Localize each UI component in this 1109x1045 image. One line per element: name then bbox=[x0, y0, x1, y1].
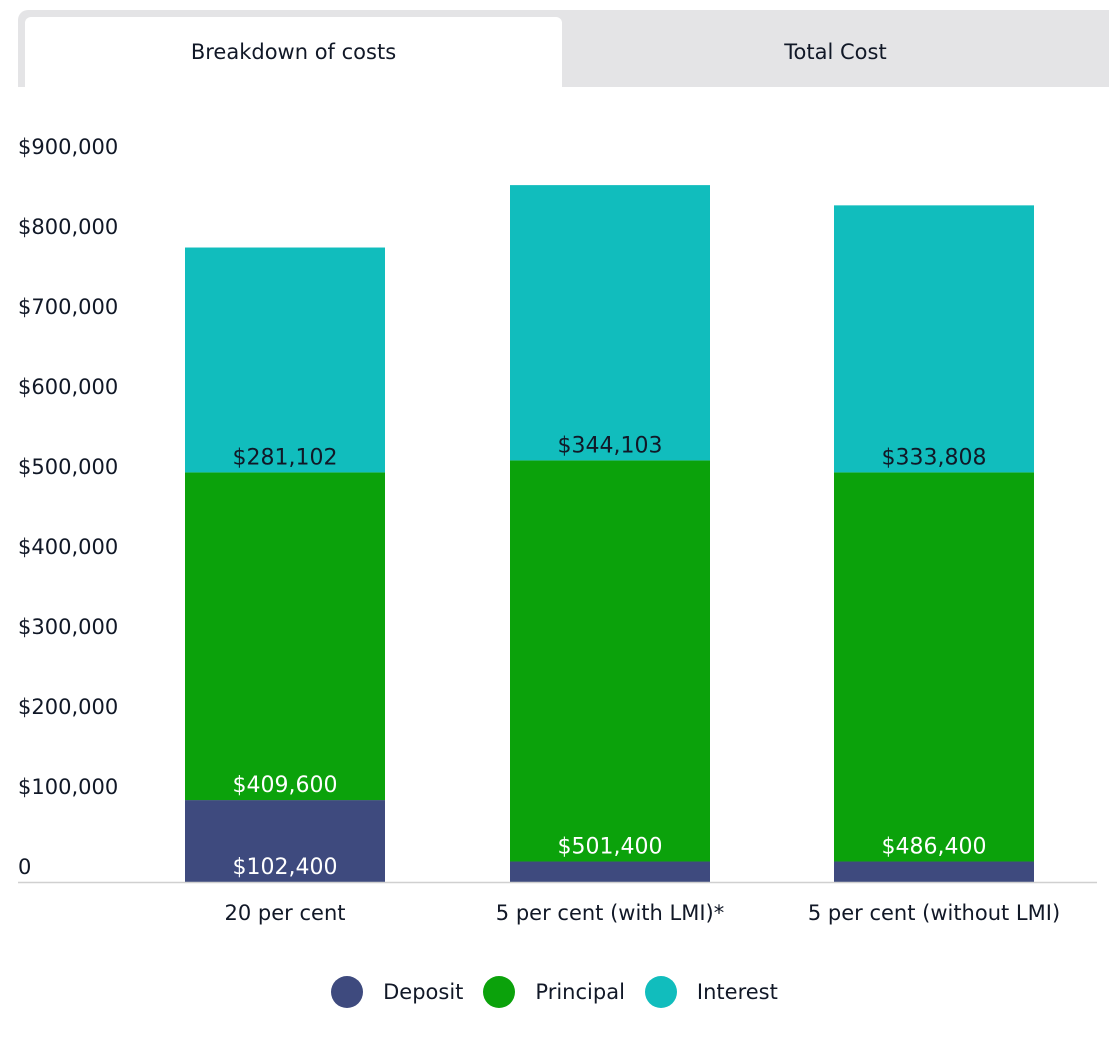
x-axis: 20 per cent 5 per cent (with LMI)* 5 per c… bbox=[225, 901, 1061, 925]
data-label-principal: $486,400 bbox=[882, 835, 987, 860]
legend-item-deposit[interactable]: Deposit bbox=[331, 976, 463, 1008]
y-tick-label: $900,000 bbox=[18, 135, 118, 159]
bar-segment-interest[interactable] bbox=[185, 247, 385, 473]
legend-item-principal[interactable]: Principal bbox=[483, 976, 625, 1008]
bar-segment-deposit[interactable] bbox=[510, 861, 710, 882]
y-tick-label: $100,000 bbox=[18, 775, 118, 799]
data-label-principal: $501,400 bbox=[558, 835, 663, 860]
bar-stack: $486,400 $333,808 bbox=[834, 205, 1034, 882]
stacked-bar-chart: 0 $100,000 $200,000 $300,000 $400,000 $500,00… bbox=[18, 135, 1097, 925]
x-tick-label: 5 per cent (without LMI) bbox=[808, 901, 1060, 925]
bar-segment-principal[interactable] bbox=[510, 460, 710, 862]
legend-principal-swatch-icon bbox=[483, 976, 516, 1008]
y-tick-label: $800,000 bbox=[18, 215, 118, 239]
y-tick-label: $200,000 bbox=[18, 695, 118, 719]
legend: Deposit Principal Interest bbox=[0, 976, 1109, 1008]
tab-bar: Breakdown of costs Total Cost bbox=[18, 10, 1109, 87]
tab-breakdown-of-costs[interactable]: Breakdown of costs bbox=[25, 17, 562, 87]
legend-label: Interest bbox=[696, 980, 778, 1004]
x-tick-label: 20 per cent bbox=[225, 901, 346, 925]
y-tick-label: 0 bbox=[18, 855, 31, 879]
y-axis: 0 $100,000 $200,000 $300,000 $400,000 $500,00… bbox=[18, 135, 118, 879]
data-label-interest: $281,102 bbox=[233, 445, 338, 470]
bars: $102,400 $409,600 $281,102 $501,400 $344,103… bbox=[185, 185, 1034, 882]
y-tick-label: $600,000 bbox=[18, 375, 118, 399]
data-label-deposit: $102,400 bbox=[233, 855, 338, 880]
legend-item-interest[interactable]: Interest bbox=[644, 976, 778, 1008]
bar-segment-interest[interactable] bbox=[510, 185, 710, 461]
legend-deposit-swatch-icon bbox=[331, 976, 364, 1008]
legend-label: Principal bbox=[535, 980, 625, 1004]
y-tick-label: $400,000 bbox=[18, 535, 118, 559]
bar-segment-principal[interactable] bbox=[185, 472, 385, 801]
bar-segment-principal[interactable] bbox=[834, 472, 1034, 862]
y-tick-label: $300,000 bbox=[18, 615, 118, 639]
bar-segment-deposit[interactable] bbox=[185, 800, 385, 882]
data-label-principal: $409,600 bbox=[233, 773, 338, 798]
bar-stack: $102,400 $409,600 $281,102 bbox=[185, 247, 385, 882]
x-tick-label: 5 per cent (with LMI)* bbox=[496, 901, 724, 925]
data-label-interest: $333,808 bbox=[882, 445, 987, 470]
legend-label: Deposit bbox=[383, 980, 464, 1004]
bar-stack: $501,400 $344,103 bbox=[510, 185, 710, 882]
legend-interest-swatch-icon bbox=[644, 976, 677, 1008]
y-tick-label: $500,000 bbox=[18, 455, 118, 479]
bar-segment-interest[interactable] bbox=[834, 205, 1034, 473]
data-label-interest: $344,103 bbox=[558, 433, 663, 458]
tab-total-cost[interactable]: Total Cost bbox=[784, 40, 887, 64]
bar-segment-deposit[interactable] bbox=[834, 861, 1034, 882]
y-tick-label: $700,000 bbox=[18, 295, 118, 319]
